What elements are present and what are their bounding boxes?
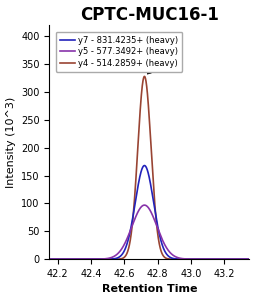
Title: CPTC-MUC16-1: CPTC-MUC16-1 — [80, 6, 218, 24]
X-axis label: Retention Time: Retention Time — [101, 284, 196, 294]
Y-axis label: Intensity (10^3): Intensity (10^3) — [6, 97, 15, 188]
Legend: y7 - 831.4235+ (heavy), y5 - 577.3492+ (heavy), y4 - 514.2859+ (heavy): y7 - 831.4235+ (heavy), y5 - 577.3492+ (… — [55, 32, 182, 72]
Text: 42.7: 42.7 — [147, 53, 177, 74]
